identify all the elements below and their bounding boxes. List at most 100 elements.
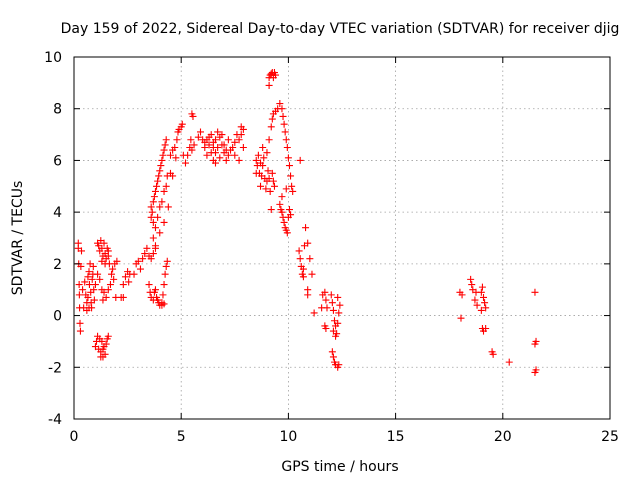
data-point — [304, 291, 312, 299]
data-point — [222, 146, 230, 154]
data-point — [196, 128, 204, 136]
data-point — [188, 146, 196, 154]
data-point — [216, 154, 224, 162]
data-point — [119, 281, 127, 289]
data-point — [149, 218, 157, 226]
tick-marks — [73, 56, 611, 420]
data-point — [482, 304, 490, 312]
data-point — [149, 250, 157, 258]
data-point — [104, 247, 112, 255]
x-tick-label: 10 — [279, 429, 297, 445]
data-point — [468, 281, 476, 289]
x-axis-label: GPS time / hours — [281, 459, 398, 475]
data-point — [220, 141, 228, 149]
y-tick-label: 6 — [53, 153, 62, 169]
data-point — [276, 200, 284, 208]
data-point — [158, 156, 166, 164]
data-point — [285, 206, 293, 214]
data-point — [102, 340, 110, 348]
data-point — [265, 81, 273, 89]
data-point — [478, 283, 486, 291]
data-point — [101, 350, 109, 358]
data-point — [257, 182, 265, 190]
data-point — [161, 141, 169, 149]
data-point — [189, 112, 197, 120]
data-point — [212, 136, 220, 144]
data-point — [335, 309, 343, 317]
data-point — [207, 149, 215, 157]
data-point — [235, 136, 243, 144]
data-point — [467, 275, 475, 283]
data-point — [171, 144, 179, 151]
data-point — [302, 224, 310, 232]
x-tick-labels: 0 5 10 15 20 25 — [70, 429, 619, 445]
data-point — [212, 159, 220, 167]
data-point — [194, 133, 202, 141]
data-point — [173, 136, 181, 144]
data-point — [104, 332, 112, 340]
data-point — [110, 275, 118, 283]
data-point — [85, 268, 93, 276]
data-point — [296, 255, 304, 263]
data-point — [218, 131, 226, 139]
data-point — [262, 185, 270, 193]
data-point — [458, 291, 466, 299]
y-tick-label: 2 — [53, 257, 62, 273]
data-point — [91, 281, 99, 289]
data-point — [266, 187, 274, 195]
data-point — [260, 154, 268, 162]
data-point — [531, 340, 539, 348]
data-point — [322, 325, 330, 332]
data-point — [153, 182, 161, 190]
y-tick-label: 4 — [53, 205, 62, 221]
data-point — [269, 177, 277, 185]
data-point — [104, 286, 112, 294]
data-point — [531, 288, 539, 296]
data-point — [76, 327, 84, 335]
data-point — [335, 361, 343, 369]
data-point — [160, 146, 168, 154]
data-point — [84, 273, 92, 281]
x-tick-label: 20 — [494, 429, 512, 445]
data-point — [267, 206, 275, 214]
data-point — [157, 162, 165, 170]
data-point — [119, 293, 127, 301]
data-point — [282, 136, 290, 144]
data-point — [99, 345, 107, 353]
data-point — [288, 182, 296, 190]
data-point — [162, 182, 170, 190]
data-point — [284, 154, 292, 162]
data-point — [151, 224, 159, 232]
data-point — [149, 234, 157, 242]
data-point — [109, 265, 117, 273]
data-point — [100, 288, 108, 296]
data-point — [289, 187, 297, 195]
data-point — [141, 250, 149, 258]
data-point — [154, 213, 162, 221]
y-axis-label: SDTVAR / TECUs — [10, 181, 26, 296]
data-point — [75, 281, 83, 289]
data-point — [147, 213, 155, 221]
data-point — [160, 300, 168, 308]
data-point — [125, 278, 133, 286]
data-point — [287, 211, 295, 219]
data-point — [280, 218, 288, 226]
data-point — [321, 288, 329, 296]
data-point — [89, 262, 97, 270]
y-tick-label: -2 — [48, 360, 62, 376]
data-point — [159, 291, 167, 299]
data-point — [237, 131, 245, 139]
data-point — [96, 275, 104, 283]
data-point — [278, 105, 286, 113]
data-point — [203, 151, 211, 159]
data-point — [332, 332, 340, 340]
plot-frame — [73, 56, 611, 420]
data-point — [280, 120, 288, 128]
data-point — [237, 123, 245, 131]
data-point — [113, 257, 121, 265]
y-tick-label: -4 — [48, 412, 62, 428]
data-point — [160, 218, 168, 226]
data-point — [156, 203, 164, 211]
data-point — [151, 187, 159, 195]
data-point — [84, 293, 92, 301]
